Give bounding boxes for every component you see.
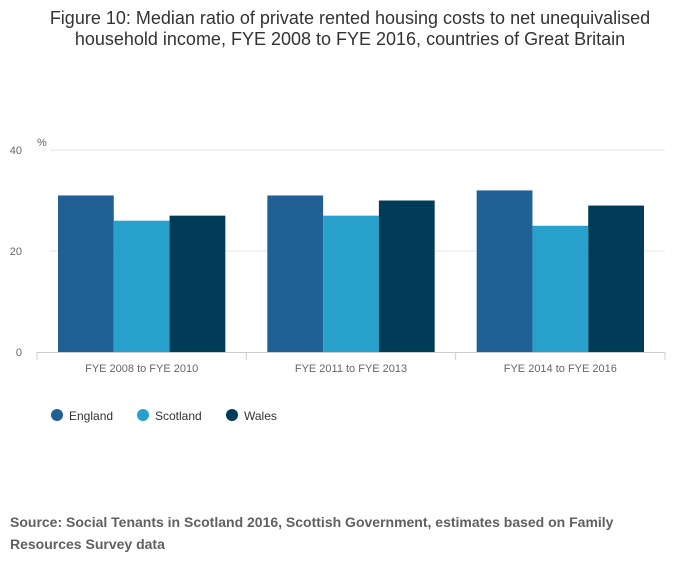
bar-scotland[interactable]: Scotland, FYE 2011 to FYE 2013: 27 — [323, 215, 379, 352]
x-axis: FYE 2008 to FYE 2010 FYE 2011 to FYE 2013… — [36, 352, 666, 375]
source-note: Source: Social Tenants in Scotland 2016,… — [10, 514, 614, 552]
bar-england[interactable]: England, FYE 2008 to FYE 2010: 31 — [58, 195, 114, 352]
legend-item-scotland[interactable]: Scotland — [137, 409, 202, 423]
legend-item-wales[interactable]: Wales — [226, 409, 277, 423]
y-tick-labels: 0 20 40 — [10, 145, 22, 359]
legend-item-england[interactable]: England — [51, 409, 113, 423]
legend[interactable]: England Scotland Wales — [51, 409, 277, 423]
chart-title: Figure 10: Median ratio of private rente… — [49, 8, 651, 49]
legend-marker — [137, 409, 149, 421]
bar-wales[interactable]: Wales, FYE 2011 to FYE 2013: 30 — [378, 200, 435, 353]
bars: England, FYE 2008 to FYE 2010: 31 England… — [58, 190, 644, 352]
x-tick-label: FYE 2011 to FYE 2013 — [295, 363, 407, 375]
x-tick-label: FYE 2008 to FYE 2010 — [85, 363, 198, 375]
y-axis-label: % — [37, 137, 47, 149]
y-tick-label: 40 — [10, 145, 22, 157]
bar-wales[interactable]: Wales, FYE 2014 to FYE 2016: 29 — [588, 205, 644, 352]
y-tick-label: 0 — [16, 347, 22, 359]
x-tick-label: FYE 2014 to FYE 2016 — [504, 363, 617, 375]
bar-england[interactable]: England, FYE 2011 to FYE 2013: 31 — [267, 195, 324, 352]
legend-label: England — [69, 409, 113, 423]
legend-marker — [226, 409, 238, 421]
bar-england[interactable]: England, FYE 2014 to FYE 2016: 32 — [476, 190, 533, 352]
legend-marker — [51, 409, 63, 421]
bar-scotland[interactable]: Scotland, FYE 2008 to FYE 2010: 26 — [113, 220, 170, 352]
legend-label: Wales — [244, 409, 277, 423]
legend-label: Scotland — [155, 409, 202, 423]
y-tick-label: 20 — [10, 246, 22, 258]
bar-scotland[interactable]: Scotland, FYE 2014 to FYE 2016: 25 — [532, 225, 589, 352]
bar-wales[interactable]: Wales, FYE 2008 to FYE 2010: 27 — [169, 215, 226, 352]
chart: 0 20 40 % England, FYE 2008 to FYE 2010: 3… — [10, 137, 666, 423]
